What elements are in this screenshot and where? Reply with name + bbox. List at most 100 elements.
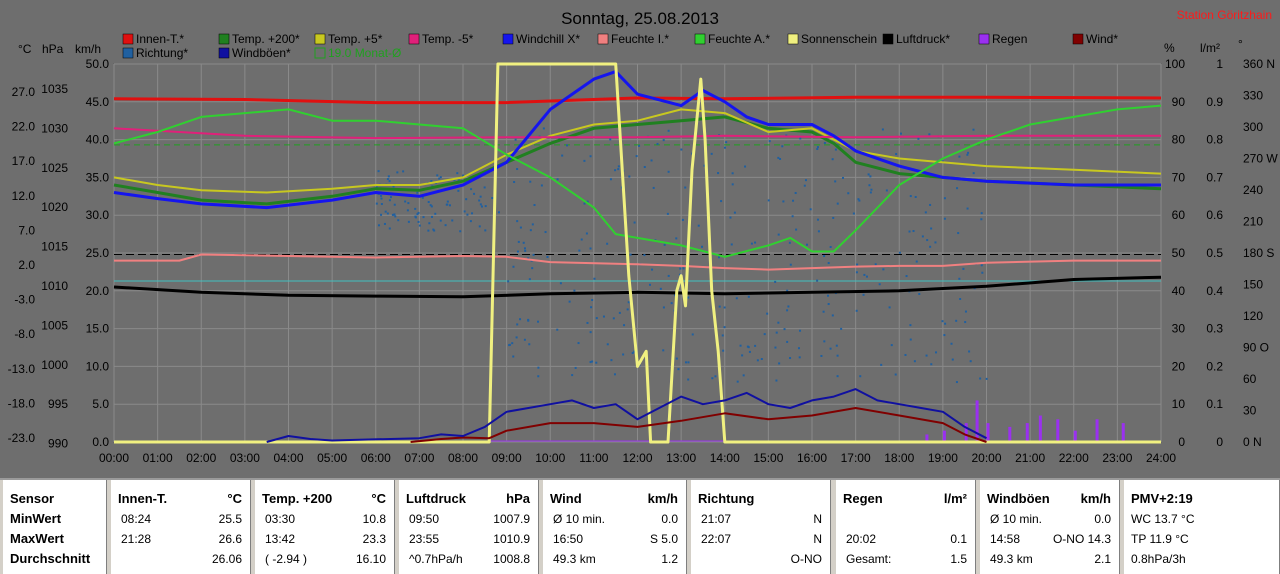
direction-point [750,242,753,245]
direction-point [797,347,800,350]
direction-point [613,373,616,376]
direction-point [803,184,806,187]
row-label: 21:07 [701,512,732,526]
direction-point [627,301,630,304]
direction-point [529,180,532,183]
series-line [113,275,1162,299]
direction-point [775,331,778,334]
legend-label: Windböen* [232,46,291,60]
direction-point [478,199,481,202]
tick-percent: 90 [1172,95,1186,109]
tick-time: 21:00 [1015,451,1045,465]
direction-point [404,200,407,203]
section-row: Ø Rf 0.0 [980,569,1119,574]
direction-point [804,179,807,182]
row-value: WC 13.7 °C [1131,512,1195,526]
tick-time: 10:00 [535,451,565,465]
direction-point [786,340,789,343]
tick-kmh: 30.0 [86,208,110,222]
tick-time: 13:00 [666,451,696,465]
rain-bar [975,400,979,442]
direction-point [832,216,835,219]
direction-point [670,302,673,305]
direction-point [895,153,898,156]
direction-point [754,241,757,244]
direction-point [388,227,391,230]
direction-point [921,235,924,238]
legend-swatch [218,47,230,59]
direction-point [480,205,483,208]
direction-point [586,200,589,203]
direction-point [775,379,778,382]
tick-time: 18:00 [884,451,914,465]
row-label: Gesamt: [846,552,892,566]
direction-point [867,173,870,176]
direction-point [483,186,486,189]
direction-point [768,140,771,143]
tick-direction: 360 N [1243,57,1275,71]
direction-point [943,217,946,220]
row-value: 25.5 [218,512,242,526]
legend-swatch [597,33,609,45]
direction-point [718,256,721,259]
direction-point [422,216,425,219]
row-value: 13.7 [361,569,386,574]
direction-point [393,203,396,206]
direction-point [491,197,494,200]
row-label: MinWert [10,511,62,526]
section-header: Temp. +200 °C [255,489,394,509]
legend-swatch [408,33,420,45]
tick-hpa: 995 [48,397,68,411]
tick-time: 03:00 [230,451,260,465]
direction-point [842,176,845,179]
section-title: PMV+2:19 [1131,491,1193,506]
legend-label: Sonnenschein [801,32,877,46]
direction-point [527,319,530,322]
direction-point [445,203,448,206]
direction-point [925,354,928,357]
tick-lm2: 0.2 [1206,359,1223,373]
tick-percent: 70 [1172,170,1186,184]
section-unit: l/m² [943,491,967,506]
tick-time: 05:00 [317,451,347,465]
section-header: Regen l/m² [836,489,975,509]
direction-point [831,158,834,161]
tick-percent: 100 [1165,57,1185,71]
series-line [113,127,1161,140]
direction-point [583,159,586,162]
direction-point [446,200,449,203]
legend-swatch [882,33,894,45]
direction-point [540,184,543,187]
direction-point [428,222,431,225]
direction-point [909,195,912,198]
direction-point [857,198,860,201]
row-value: 1008.8 [493,552,530,566]
row-value: S 5.0 [649,532,678,546]
direction-point [531,267,534,270]
direction-point [556,328,559,331]
tick-kmh: 5.0 [92,397,109,411]
direction-point [544,231,547,234]
section-row: F 66 % 13.7 [255,569,394,574]
direction-point [680,148,683,151]
tick-direction: 30 [1243,404,1257,418]
station-name: Station Göritzhain [1177,8,1272,22]
row-value: 0.5hPa/h [1131,569,1179,574]
tick-time: 01:00 [143,451,173,465]
tick-direction: 330 [1243,89,1263,103]
row-label: Luftdruck [409,569,458,574]
direction-point [561,154,564,157]
tick-time: 08:00 [448,451,478,465]
direction-point [427,229,430,232]
row-value: 2.1 [1094,552,1111,566]
direction-point [868,184,871,187]
row-value: 1010.9 [493,532,530,546]
direction-point [766,312,769,315]
row-value: 1.2 [661,552,678,566]
section-row: 25.08. 23:55 [3,569,106,574]
direction-point [519,318,522,321]
direction-point [723,306,726,309]
direction-point [591,360,594,363]
direction-point [651,268,654,271]
direction-point [898,251,901,254]
